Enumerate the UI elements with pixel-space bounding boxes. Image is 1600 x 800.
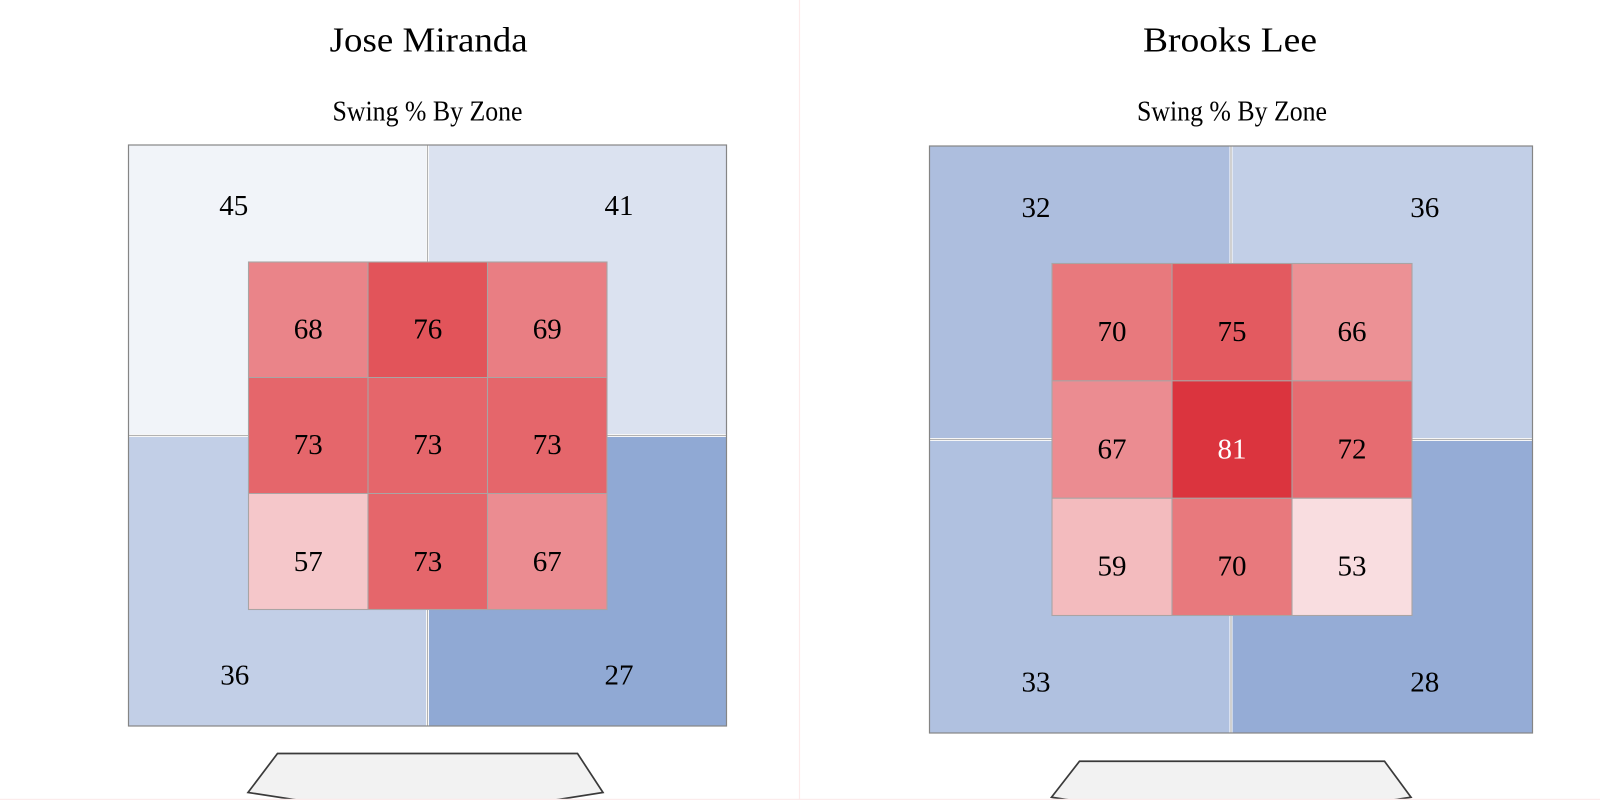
svg-text:57: 57 [294, 546, 323, 578]
svg-text:67: 67 [533, 546, 562, 578]
svg-text:33: 33 [1022, 666, 1051, 698]
svg-text:68: 68 [294, 313, 323, 345]
svg-text:27: 27 [605, 660, 634, 692]
svg-text:Jose Miranda: Jose Miranda [330, 21, 528, 60]
svg-text:70: 70 [1218, 551, 1247, 583]
svg-text:36: 36 [220, 660, 249, 692]
svg-text:73: 73 [294, 429, 323, 461]
svg-text:73: 73 [533, 429, 562, 461]
svg-text:Swing % By Zone: Swing % By Zone [333, 96, 523, 127]
svg-text:66: 66 [1338, 316, 1367, 348]
svg-text:73: 73 [413, 546, 442, 578]
svg-text:45: 45 [219, 190, 248, 222]
svg-text:70: 70 [1098, 316, 1127, 348]
svg-text:72: 72 [1338, 433, 1367, 465]
svg-text:73: 73 [413, 429, 442, 461]
svg-text:67: 67 [1098, 433, 1127, 465]
svg-text:28: 28 [1410, 666, 1439, 698]
svg-text:59: 59 [1098, 551, 1127, 583]
svg-text:53: 53 [1338, 551, 1367, 583]
svg-text:32: 32 [1022, 192, 1051, 224]
svg-text:36: 36 [1410, 192, 1439, 224]
svg-text:81: 81 [1218, 433, 1247, 465]
svg-text:76: 76 [413, 313, 442, 345]
svg-text:Brooks Lee: Brooks Lee [1143, 21, 1317, 60]
svg-text:69: 69 [533, 313, 562, 345]
svg-text:Swing % By Zone: Swing % By Zone [1137, 96, 1327, 127]
svg-text:75: 75 [1218, 316, 1247, 348]
svg-text:41: 41 [605, 190, 634, 222]
